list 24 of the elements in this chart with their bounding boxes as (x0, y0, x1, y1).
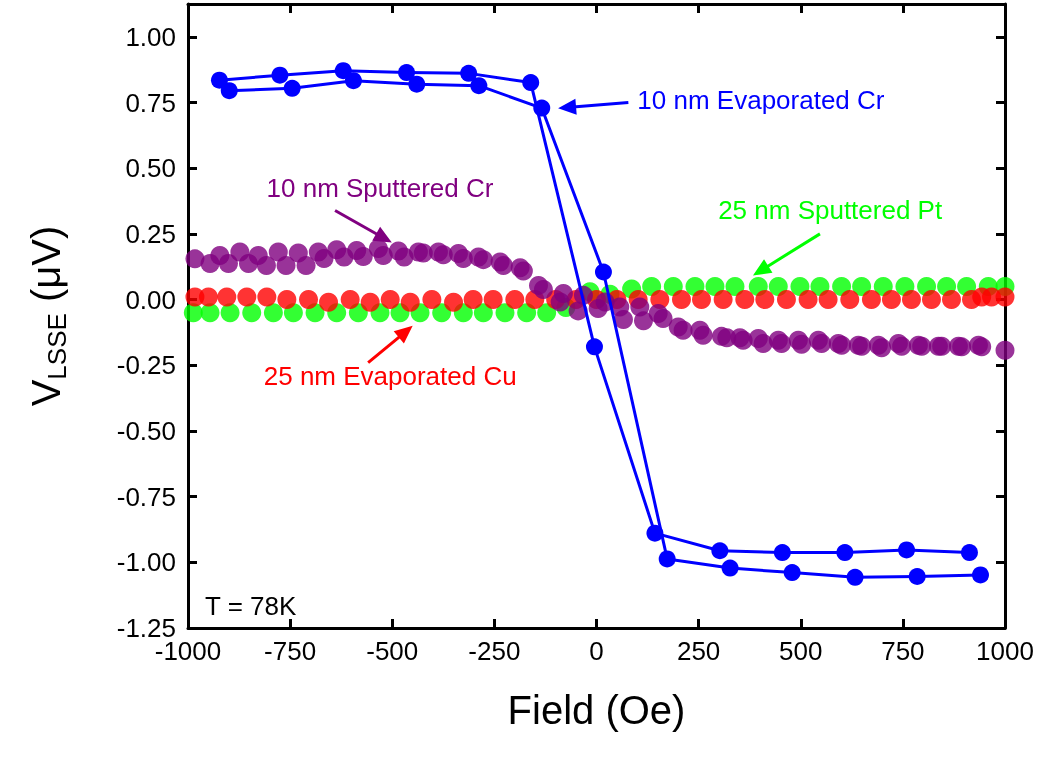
y-tick-label: 0.50 (125, 153, 176, 184)
x-tick-label: -750 (264, 636, 317, 666)
y-tick-label: 0.25 (125, 218, 176, 249)
x-tick-label: -500 (366, 636, 419, 666)
y-tick-label: 0.75 (125, 87, 176, 118)
y-tick-label: -0.25 (116, 350, 176, 381)
x-axis-title: Field (Oe) (507, 688, 686, 732)
y-tick-label: 0.00 (125, 284, 176, 315)
y-tick-label: -0.75 (116, 481, 176, 512)
text: 25 nm Evaporated Cu (263, 361, 517, 392)
legend-label: 10 nm Evaporated Cr (637, 84, 885, 115)
annotation: T = 78K (205, 591, 297, 621)
y-tick-label: -1.00 (116, 547, 176, 578)
x-tick-label: 250 (676, 636, 721, 666)
series-label: 10 nm Sputtered Cr (266, 173, 494, 204)
x-tick-label: 500 (779, 636, 823, 666)
y-axis-title: VLSSE (μV) (24, 225, 72, 407)
x-tick-label: -250 (468, 636, 521, 666)
y-tick-label: -0.50 (116, 415, 176, 446)
x-tick-label: 1000 (976, 636, 1034, 666)
x-tick-label: 750 (881, 636, 925, 666)
x-tick-label: 0 (589, 636, 604, 666)
series-label: 25 nm Sputtered Pt (718, 195, 943, 226)
y-tick-label: 1.00 (125, 21, 176, 52)
